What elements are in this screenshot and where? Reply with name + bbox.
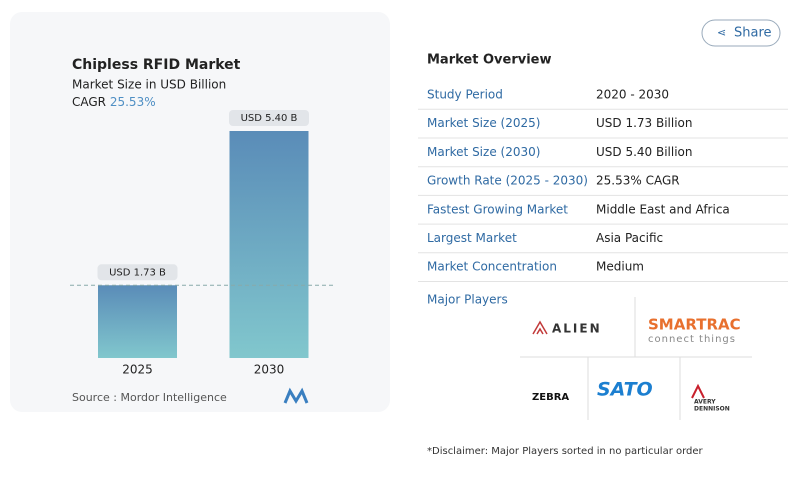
disclaimer: *Disclaimer: Major Players sorted in no … [427, 446, 704, 457]
share-icon: ⋖ [717, 26, 726, 39]
value-label: USD 5.40 B [241, 113, 298, 124]
share-text[interactable]: Share [734, 26, 772, 41]
chart: USD 1.73 B 2025 USD 5.40 B 2030 [70, 110, 336, 377]
cagr-value: 25.53% [110, 95, 156, 109]
logo: AVERY [694, 399, 716, 406]
cagr: CAGR 25.53% [72, 95, 156, 109]
row-label: Growth Rate (2025 - 2030) [427, 174, 588, 188]
row-value: Medium [596, 260, 644, 274]
row-value: Middle East and Africa [596, 202, 730, 216]
cagr-label: CAGR [72, 95, 106, 109]
value-label: USD 1.73 B [109, 267, 166, 278]
row-value: 25.53% CAGR [596, 174, 680, 188]
row-label: Largest Market [427, 231, 517, 245]
source-label: Source : [72, 391, 117, 404]
row-label: Study Period [427, 88, 503, 102]
row-value: USD 1.73 Billion [596, 116, 693, 130]
x-tick-label: 2030 [254, 363, 285, 377]
bar [98, 285, 177, 358]
source: Source : Mordor Intelligence [72, 391, 227, 404]
row-value: USD 5.40 Billion [596, 145, 693, 159]
row-value: 2020 - 2030 [596, 88, 669, 102]
source-logo [283, 387, 309, 404]
logo-grid [520, 297, 752, 420]
logo: DENNISON [694, 406, 730, 413]
row-label: Fastest Growing Market [427, 202, 568, 216]
value-label-bg [229, 110, 309, 126]
logo: SATO [597, 379, 653, 401]
logo: SMARTRAC [648, 316, 741, 334]
players-title: Major Players [427, 293, 508, 307]
chart-title: Chipless RFID Market [72, 57, 241, 73]
value-label-bg [97, 264, 178, 281]
overview-title: Market Overview [427, 53, 551, 68]
row-value: Asia Pacific [596, 231, 663, 245]
row-label: Market Size (2030) [427, 145, 540, 159]
x-tick-label: 2025 [122, 363, 153, 377]
logo: connect things [648, 334, 736, 345]
bar [229, 131, 309, 358]
logo: ZEBRA [532, 392, 569, 403]
row-label: Market Size (2025) [427, 116, 540, 130]
avery-icon [691, 383, 705, 399]
logo: ALIEN [552, 322, 602, 336]
source-name: Mordor Intelligence [120, 391, 227, 404]
alien-icon [532, 320, 548, 335]
overview-table: Study Period 2020 - 2030 Market Size (2025… [418, 88, 788, 282]
share-button[interactable] [701, 19, 781, 47]
row-label: Market Concentration [427, 260, 557, 274]
chart-subtitle: Market Size in USD Billion [72, 78, 226, 92]
